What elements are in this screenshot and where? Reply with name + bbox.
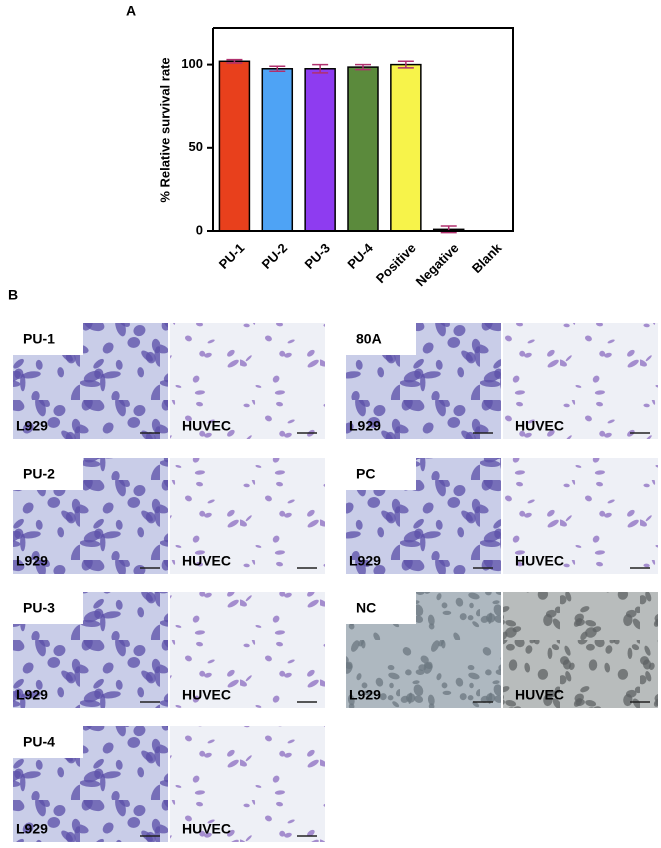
error-bar	[269, 65, 286, 73]
label-box	[13, 592, 83, 624]
cell-line-label: L929	[16, 553, 48, 569]
panel-label: A	[126, 3, 136, 19]
label-box	[13, 458, 83, 490]
y-tick-label: 100	[181, 56, 203, 71]
cell-line-label: L929	[16, 821, 48, 837]
axes	[212, 27, 514, 232]
cell-line-label: L929	[349, 418, 381, 434]
cell-line-label: HUVEC	[515, 687, 564, 703]
group-label: PU-3	[23, 600, 55, 616]
label-box	[13, 323, 83, 355]
group-label: PU-2	[23, 466, 55, 482]
error-bar	[397, 60, 414, 69]
cell-line-label: HUVEC	[182, 418, 231, 434]
group-label: 80A	[356, 331, 382, 347]
label-box	[346, 458, 416, 490]
group-label: PU-1	[23, 331, 55, 347]
y-tick-label: 0	[196, 222, 203, 237]
bar	[261, 68, 294, 232]
cell-line-label: L929	[16, 687, 48, 703]
x-tick-label: Positive	[373, 240, 419, 286]
y-tick-label: 50	[189, 139, 203, 154]
group-label: NC	[356, 600, 376, 616]
label-box	[346, 323, 416, 355]
x-tick-label: Negative	[413, 240, 462, 289]
cell-line-label: HUVEC	[182, 821, 231, 837]
x-tick-label: PU-2	[259, 240, 291, 272]
label-box	[346, 592, 416, 624]
panel-label: B	[8, 287, 18, 303]
micrograph	[170, 592, 325, 708]
cell-line-label: L929	[349, 687, 381, 703]
bar	[347, 66, 379, 232]
cell-line-label: HUVEC	[182, 553, 231, 569]
cell-line-label: HUVEC	[182, 687, 231, 703]
micrograph	[503, 592, 658, 708]
micrograph	[503, 458, 658, 574]
cell-line-label: L929	[16, 418, 48, 434]
error-bar	[312, 63, 329, 74]
group-label: PC	[356, 466, 375, 482]
bar	[304, 68, 336, 232]
micrograph	[503, 323, 658, 439]
bar	[390, 63, 422, 232]
cell-line-label: HUVEC	[515, 418, 564, 434]
error-bar	[355, 63, 371, 71]
micrograph	[170, 726, 325, 842]
label-box	[13, 726, 83, 758]
error-bar	[226, 58, 243, 64]
cell-line-label: L929	[349, 553, 381, 569]
bar	[218, 60, 251, 232]
micrograph	[170, 323, 325, 439]
x-tick-label: PU-1	[216, 240, 248, 272]
y-axis-label: % Relative survival rate	[157, 57, 172, 202]
group-label: PU-4	[23, 734, 55, 750]
cell-line-label: HUVEC	[515, 553, 564, 569]
x-tick-label: PU-4	[344, 240, 376, 272]
micrograph	[170, 458, 325, 574]
x-tick-label: PU-3	[301, 240, 333, 272]
x-tick-label: Blank	[469, 240, 505, 276]
